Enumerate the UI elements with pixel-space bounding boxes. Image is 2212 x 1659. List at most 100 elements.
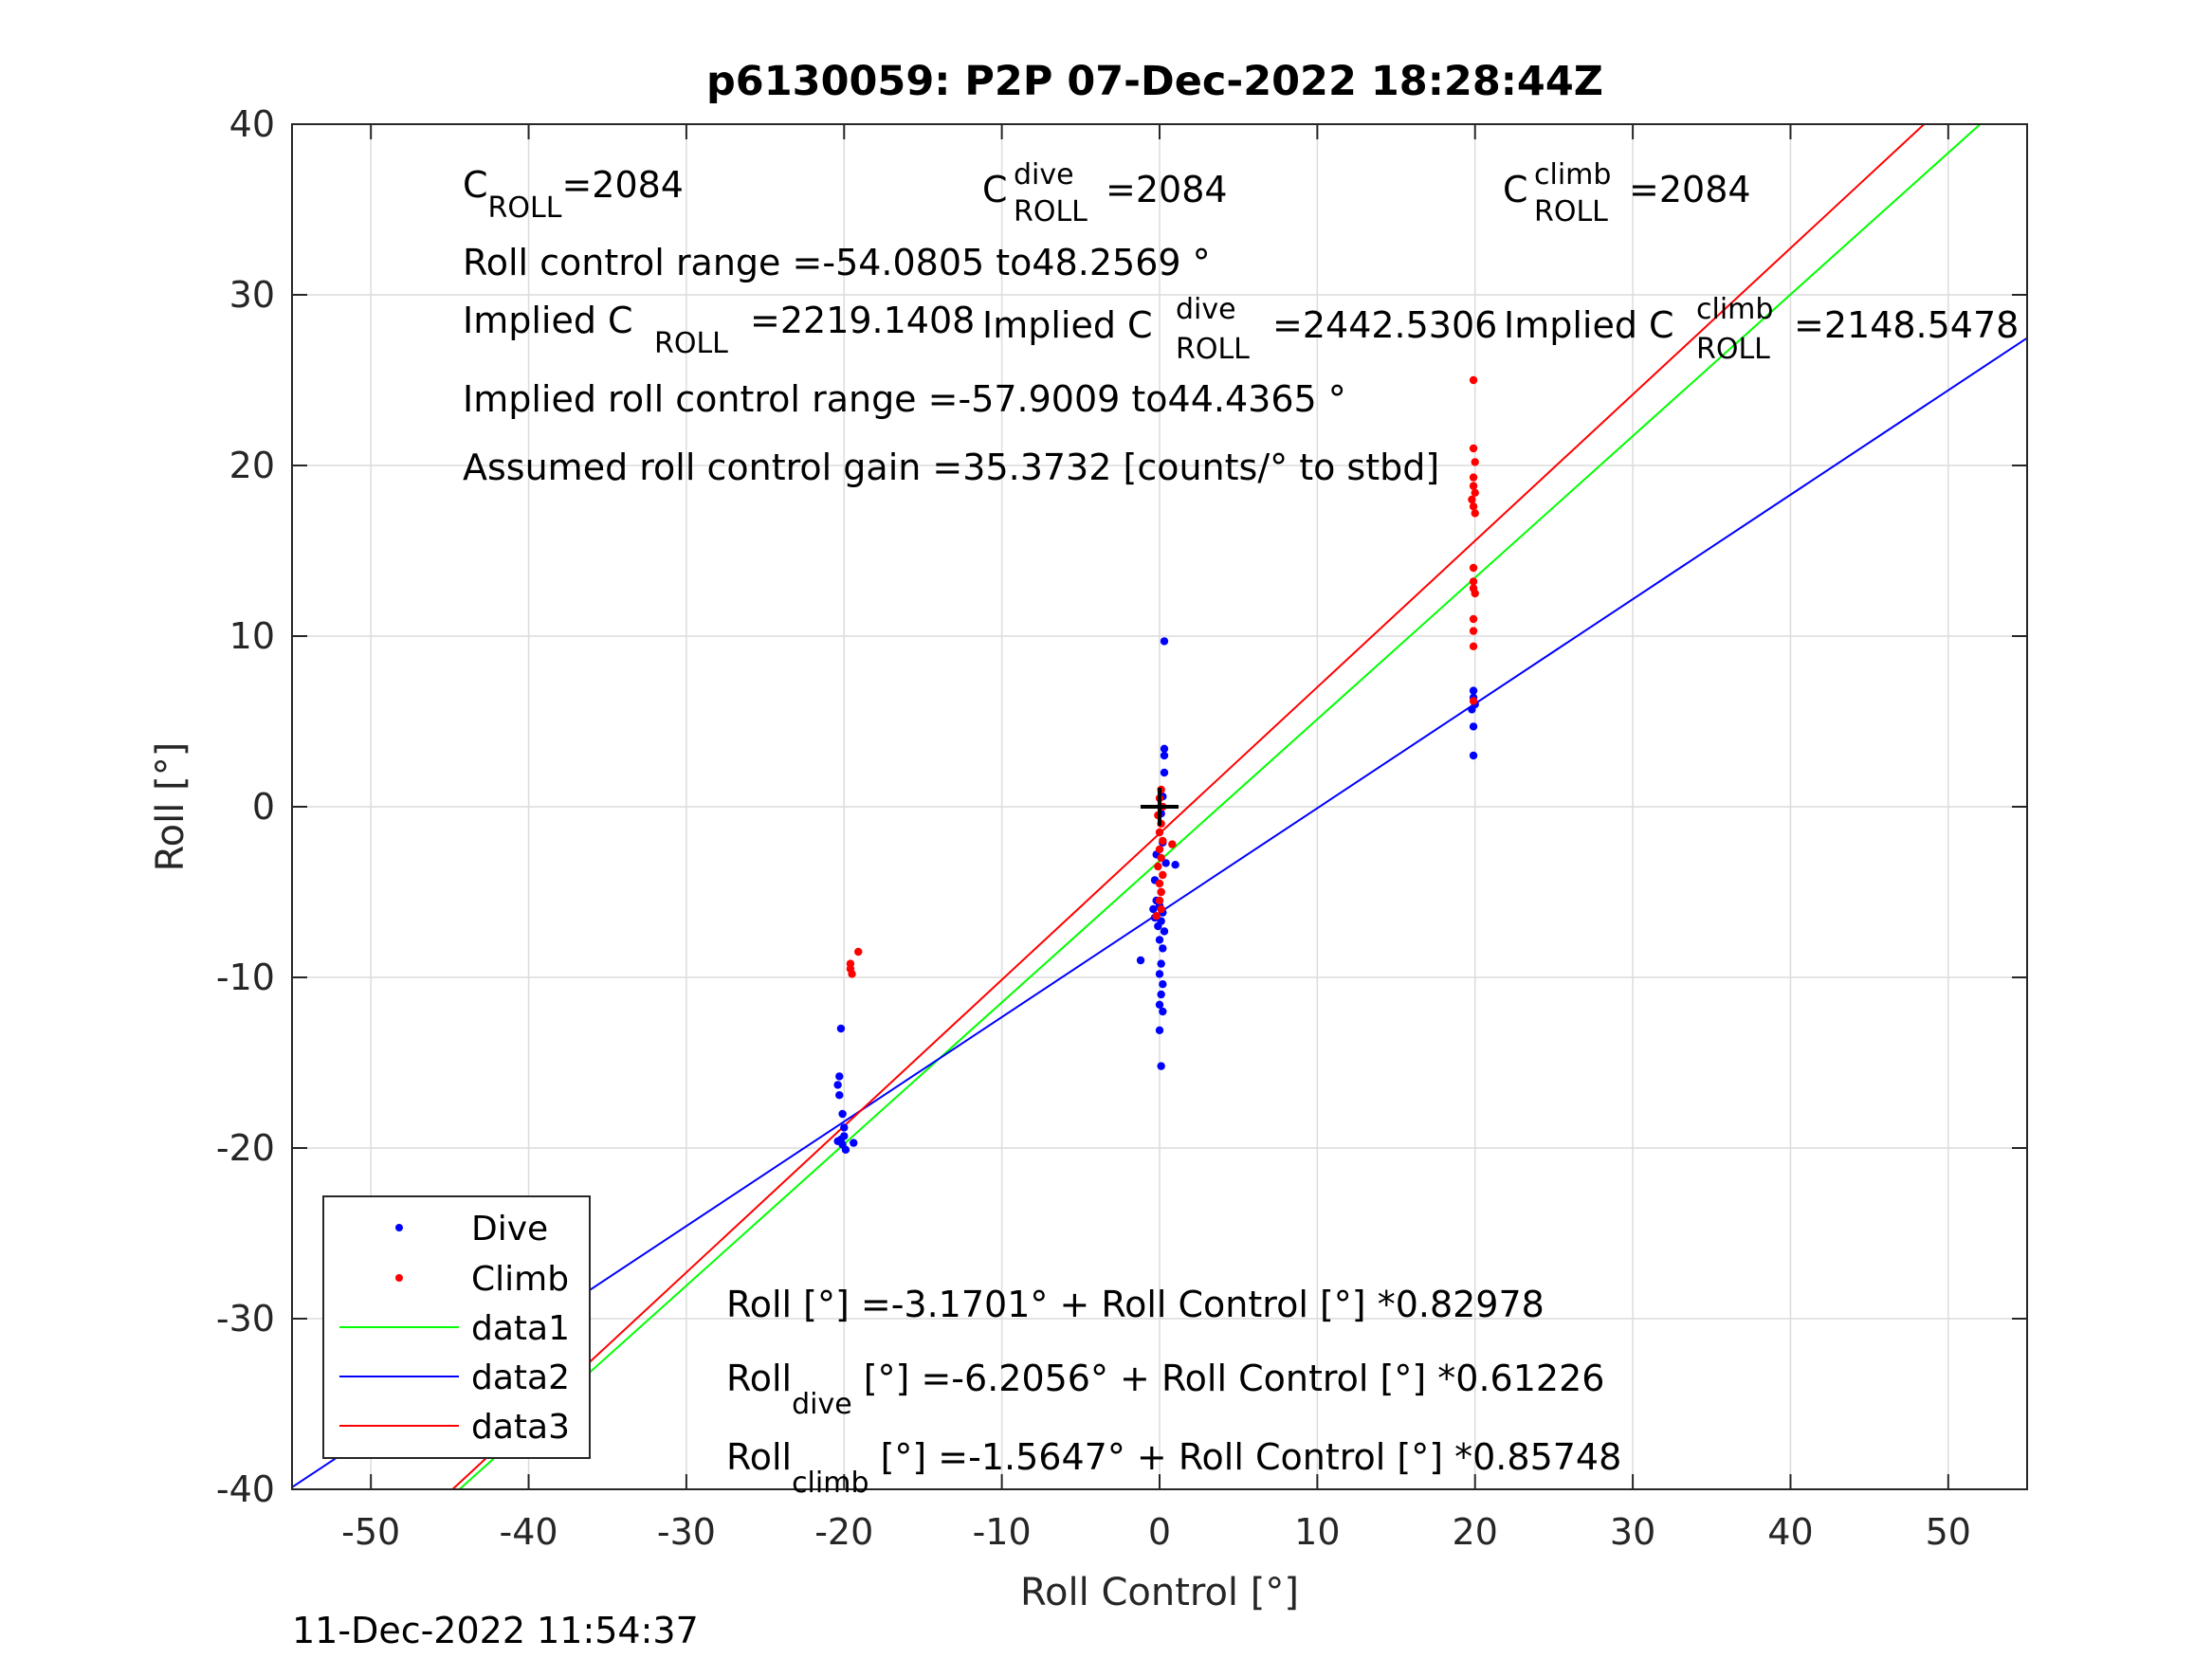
fit-dive-rest: [°] =-6.2056° + Roll Control [°] *0.6122… — [852, 1358, 1605, 1399]
chart-title: p6130059: P2P 07-Dec-2022 18:28:44Z — [706, 58, 1603, 105]
dive-point — [1468, 705, 1476, 714]
fit-climb-text: Rollclimb [°] =-1.5647° + Roll Control [… — [726, 1436, 1621, 1500]
implied-range-text: Implied roll control range =-57.9009 to4… — [463, 378, 1346, 420]
dive-point — [1157, 959, 1165, 968]
fit-dive-text: Rolldive [°] =-6.2056° + Roll Control [°… — [726, 1358, 1604, 1421]
y-tick-label: -30 — [216, 1298, 275, 1340]
climb-point — [848, 970, 856, 978]
annotations: CROLL=2084 C dive ROLL =2084 C climb ROL… — [463, 151, 2019, 1500]
x-tick-label: -30 — [657, 1511, 716, 1553]
c-climb-text: C climb ROLL =2084 — [1503, 151, 1751, 229]
climb-point — [1469, 375, 1478, 385]
implied-climb-prefix: Implied C — [1504, 304, 1674, 346]
x-axis-label: Roll Control [°] — [1020, 1571, 1299, 1614]
legend-dive-marker — [395, 1224, 403, 1231]
x-tick-label: -50 — [341, 1511, 400, 1553]
dive-point — [836, 1024, 846, 1033]
climb-point — [1471, 458, 1479, 466]
climb-point — [1469, 502, 1478, 511]
implied-dive-sup: dive — [1176, 293, 1236, 326]
implied-dive-val: =2442.5306 — [1272, 304, 1497, 346]
implied-dive-sub: ROLL — [1176, 333, 1250, 366]
legend-data2-label: data2 — [471, 1358, 570, 1397]
climb-point — [1152, 912, 1161, 921]
dive-point — [1136, 956, 1145, 965]
climb-point — [1154, 862, 1162, 871]
implied-c-val: =2219.1408 — [750, 300, 975, 341]
climb-point — [1471, 589, 1479, 598]
tick-marks — [292, 123, 2027, 1490]
climb-point — [1469, 563, 1478, 573]
fit-climb-rest: [°] =-1.5647° + Roll Control [°] *0.8574… — [869, 1436, 1622, 1478]
implied-c-prefix: Implied C — [463, 300, 633, 341]
x-tick-label: 30 — [1610, 1511, 1655, 1553]
gain-text: Assumed roll control gain =35.3732 [coun… — [463, 447, 1439, 488]
fit-climb-main: Roll — [726, 1436, 792, 1478]
x-tick-label: -20 — [814, 1511, 873, 1553]
x-tick-label: -40 — [500, 1511, 558, 1553]
climb-point — [1469, 444, 1478, 453]
fit-climb-sub: climb — [792, 1467, 868, 1500]
climb-point — [1157, 904, 1165, 914]
c-roll-text: CROLL=2084 — [463, 164, 684, 225]
y-tick-label: -40 — [216, 1468, 275, 1510]
y-tick-labels: -40 -30 -20 -10 0 10 20 30 40 — [216, 103, 275, 1510]
y-axis-label: Roll [°] — [149, 742, 192, 872]
dive-point — [1155, 936, 1164, 944]
legend-data3-label: data3 — [471, 1408, 570, 1447]
implied-dive-text: Implied C dive ROLL =2442.5306 — [982, 285, 1497, 367]
x-tick-label: 50 — [1926, 1511, 1971, 1553]
dive-point — [1157, 990, 1165, 999]
dive-point — [1469, 722, 1478, 731]
implied-climb-sub: ROLL — [1696, 333, 1770, 366]
center-marker — [1141, 788, 1179, 826]
implied-c-text: Implied C ROLL =2219.1408 — [463, 300, 975, 361]
footer-timestamp: 11-Dec-2022 11:54:37 — [292, 1610, 699, 1651]
dive-point — [835, 1072, 844, 1081]
climb-point — [1168, 840, 1177, 848]
dive-point — [1469, 686, 1478, 695]
dive-point — [833, 1081, 842, 1089]
x-tick-label: 10 — [1294, 1511, 1340, 1553]
legend: Dive Climb data1 data2 data3 — [322, 1195, 591, 1459]
legend-data1-label: data1 — [471, 1309, 570, 1348]
climb-point — [1155, 845, 1164, 854]
climb-point — [1468, 495, 1476, 504]
climb-point — [1469, 482, 1478, 490]
climb-point — [854, 947, 863, 957]
dive-point — [833, 1137, 842, 1146]
y-tick-label: 20 — [229, 445, 275, 486]
y-tick-label: 30 — [229, 274, 275, 316]
c-dive-val: =2084 — [1106, 169, 1228, 210]
y-tick-label: -10 — [216, 957, 275, 998]
c-dive-sub: ROLL — [1014, 195, 1088, 228]
x-tick-label: -10 — [973, 1511, 1032, 1553]
dive-point — [1159, 1007, 1167, 1016]
dive-point — [1155, 1026, 1164, 1035]
climb-point — [1469, 614, 1478, 624]
fit-dive-main: Roll — [726, 1358, 792, 1399]
dive-point — [1157, 1062, 1165, 1070]
climb-point — [1155, 896, 1164, 905]
x-tick-labels: -50 -40 -30 -20 -10 0 10 20 30 40 50 — [341, 1511, 1971, 1553]
y-tick-label: 40 — [229, 103, 275, 145]
y-tick-label: 0 — [252, 786, 275, 828]
implied-c-sub: ROLL — [654, 327, 728, 360]
dive-point — [1469, 751, 1478, 760]
fit-line-data1 — [458, 123, 1982, 1490]
c-dive-sup: dive — [1014, 158, 1074, 191]
roll-range-text: Roll control range =-54.0805 to48.2569 ° — [463, 242, 1211, 283]
dive-point — [1160, 637, 1169, 646]
data-points — [833, 375, 1479, 1155]
climb-point — [1469, 627, 1478, 635]
y-tick-label: -20 — [216, 1127, 275, 1169]
legend-climb-marker — [395, 1274, 403, 1282]
dive-point — [1159, 980, 1167, 989]
c-climb-sub: ROLL — [1534, 195, 1608, 228]
dive-point — [1160, 744, 1169, 753]
dive-point — [840, 1132, 849, 1140]
x-tick-label: 0 — [1148, 1511, 1171, 1553]
dive-point — [1160, 927, 1169, 936]
dive-point — [1160, 751, 1169, 760]
